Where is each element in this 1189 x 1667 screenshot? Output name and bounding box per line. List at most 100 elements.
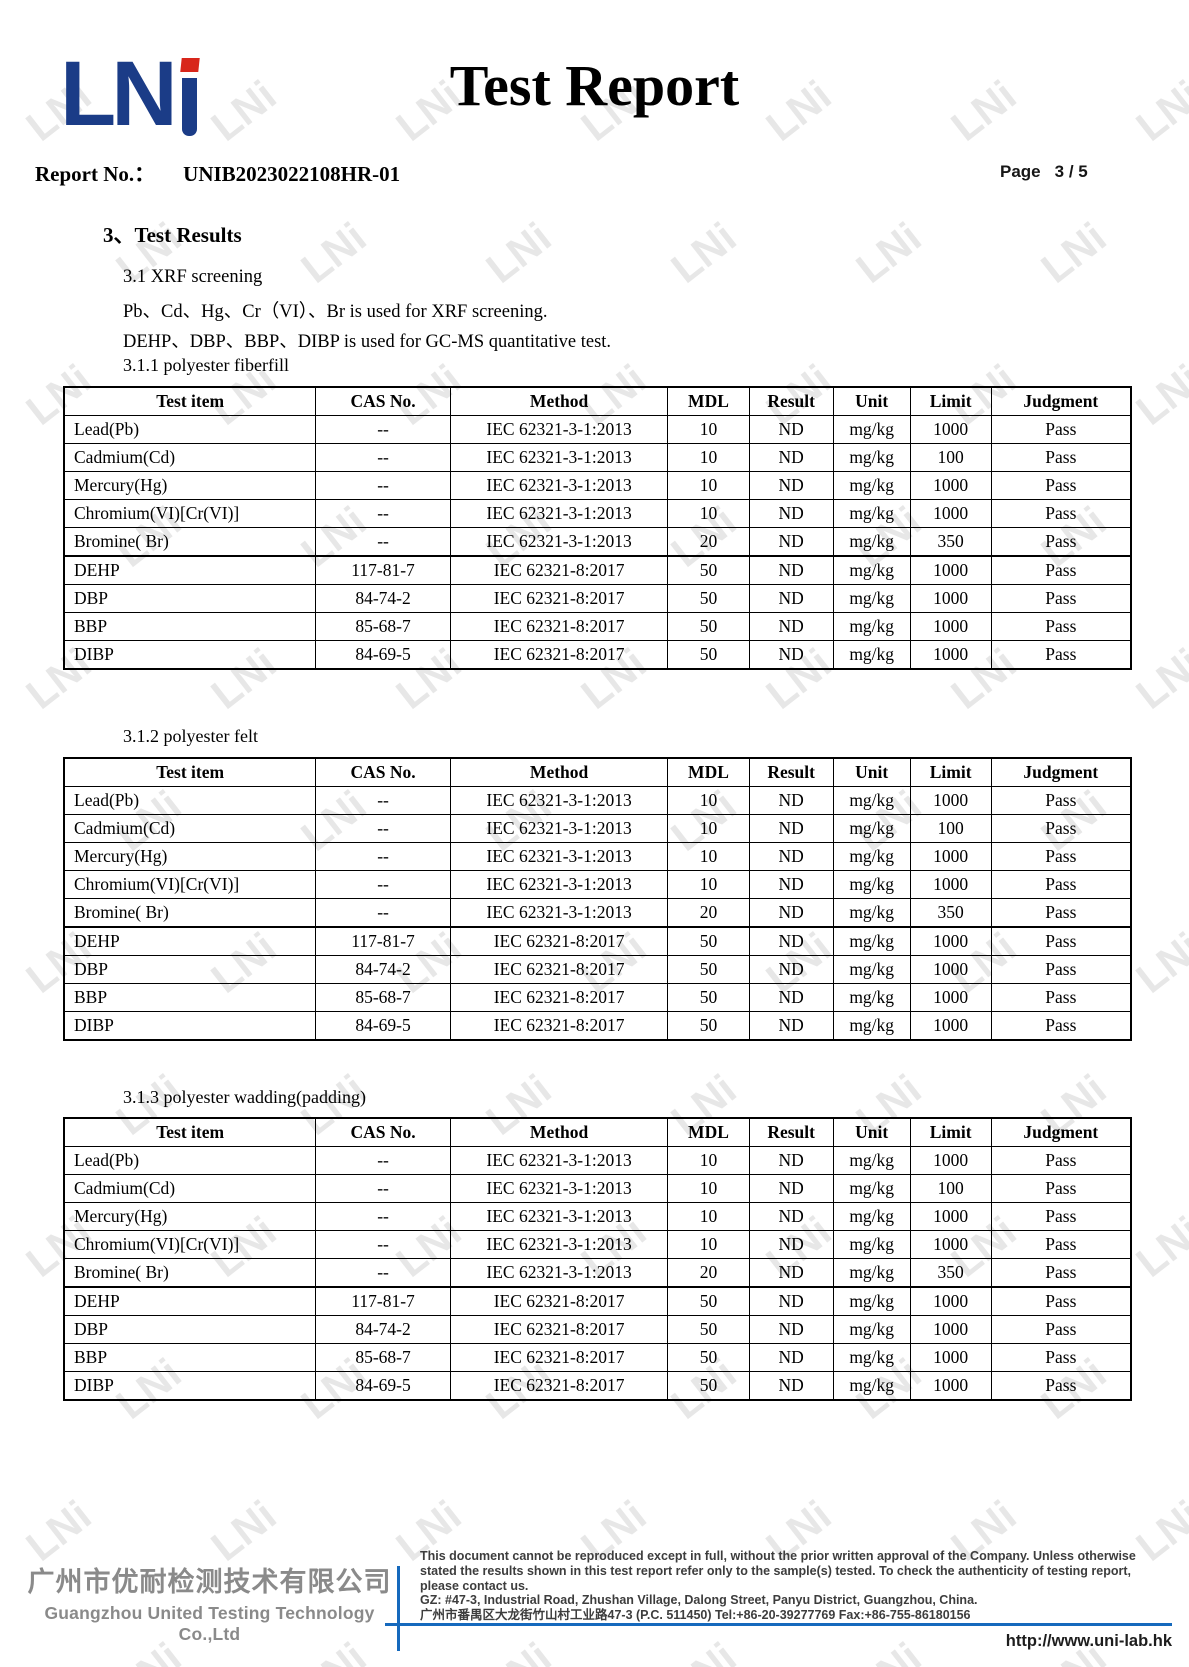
table-row: DIBP 84-69-5 IEC 62321-8:2017 50 ND mg/kg 1000…	[63, 1011, 1132, 1041]
table-cell: 50	[667, 926, 750, 956]
table-cell: 1000	[909, 1371, 992, 1401]
table-cell: --	[315, 415, 451, 444]
table-cell: mg/kg	[832, 499, 911, 528]
watermark-text: LNi	[202, 1491, 285, 1570]
watermark-text: LNi	[1127, 639, 1189, 718]
header-cell: MDL	[667, 386, 750, 416]
header-cell: Result	[748, 757, 834, 787]
table-cell: IEC 62321-8:2017	[449, 1286, 669, 1316]
table-cell: IEC 62321-8:2017	[449, 555, 669, 585]
table-cell: mg/kg	[832, 1202, 911, 1231]
table-caption: 3.1.1 polyester fiberfill	[123, 355, 289, 375]
table-cell: ND	[748, 1315, 834, 1344]
table-cell: 1000	[909, 1011, 992, 1041]
table-cell: Pass	[990, 1258, 1132, 1288]
table-header-row: Test item CAS No. Method MDL Result Unit Limit…	[63, 1117, 1132, 1147]
header-cell: Test item	[63, 757, 317, 787]
table-cell: --	[315, 898, 451, 928]
watermark-text: LNi	[477, 213, 560, 292]
table-cell: IEC 62321-8:2017	[449, 640, 669, 670]
table-cell: ND	[748, 786, 834, 815]
table-row: Bromine( Br) -- IEC 62321-3-1:2013 20 ND mg/k…	[63, 1258, 1132, 1288]
table-cell: 350	[909, 1258, 992, 1288]
table-cell: ND	[748, 1230, 834, 1259]
table-cell: --	[315, 814, 451, 843]
table-cell: IEC 62321-8:2017	[449, 1343, 669, 1372]
table-cell: 350	[909, 898, 992, 928]
table-cell: Pass	[990, 983, 1132, 1012]
footer-address-cn: 广州市番禺区大龙街竹山村工业路47-3 (P.C. 511450) Tel:+8…	[420, 1608, 971, 1623]
report-number-value: UNIB2023022108HR-01	[183, 162, 401, 186]
footer-company-name-cn: 广州市优耐检测技术有限公司	[27, 1567, 392, 1597]
table-cell: --	[315, 870, 451, 899]
table-cell: 1000	[909, 415, 992, 444]
table-cell: Bromine( Br)	[63, 1258, 317, 1288]
footer-company-block: 广州市优耐检测技术有限公司 Guangzhou United Testing T…	[22, 1560, 397, 1645]
table-row: Lead(Pb) -- IEC 62321-3-1:2013 10 ND mg/kg 100…	[63, 786, 1132, 815]
table-cell: ND	[748, 584, 834, 613]
table-cell: IEC 62321-3-1:2013	[449, 898, 669, 928]
header-cell: CAS No.	[315, 386, 451, 416]
table-cell: ND	[748, 1011, 834, 1041]
table-cell: 10	[667, 1230, 750, 1259]
table-cell: Pass	[990, 1174, 1132, 1203]
table-cell: 350	[909, 527, 992, 557]
table-cell: mg/kg	[832, 983, 911, 1012]
table-cell: 100	[909, 443, 992, 472]
table-cell: 84-74-2	[315, 1315, 451, 1344]
section-heading-test-results: 3、Test Results	[103, 223, 242, 247]
company-logo: LN	[60, 48, 200, 140]
table-cell: mg/kg	[832, 898, 911, 928]
gcms-description-line: DEHP、DBP、BBP、DIBP is used for GC-MS quan…	[123, 332, 612, 352]
table-cell: --	[315, 842, 451, 871]
table-cell: Cadmium(Cd)	[63, 443, 317, 472]
table-row: DIBP 84-69-5 IEC 62321-8:2017 50 ND mg/kg 1000…	[63, 1371, 1132, 1401]
table-cell: DBP	[63, 584, 317, 613]
table-row: DEHP 117-81-7 IEC 62321-8:2017 50 ND mg/kg 100…	[63, 555, 1132, 585]
table-cell: 1000	[909, 926, 992, 956]
table-cell: mg/kg	[832, 814, 911, 843]
table-cell: DIBP	[63, 1011, 317, 1041]
table-cell: ND	[748, 870, 834, 899]
table-cell: mg/kg	[832, 584, 911, 613]
results-table: Test item CAS No. Method MDL Result Unit Limit…	[63, 386, 1132, 670]
table-cell: IEC 62321-3-1:2013	[449, 443, 669, 472]
header-cell: Judgment	[990, 386, 1132, 416]
table-cell: IEC 62321-8:2017	[449, 955, 669, 984]
table-cell: 10	[667, 471, 750, 500]
table-cell: 1000	[909, 555, 992, 585]
table-cell: IEC 62321-3-1:2013	[449, 842, 669, 871]
table-cell: 1000	[909, 983, 992, 1012]
table-cell: 84-74-2	[315, 955, 451, 984]
watermark-text: LNi	[1032, 0, 1115, 9]
table-cell: mg/kg	[832, 443, 911, 472]
table-cell: 50	[667, 612, 750, 641]
table-row: Mercury(Hg) -- IEC 62321-3-1:2013 10 ND mg/kg…	[63, 471, 1132, 500]
table-cell: --	[315, 1230, 451, 1259]
table-cell: IEC 62321-3-1:2013	[449, 1202, 669, 1231]
watermark-text: LNi	[292, 213, 375, 292]
table-row: Lead(Pb) -- IEC 62321-3-1:2013 10 ND mg/kg 100…	[63, 415, 1132, 444]
table-cell: IEC 62321-3-1:2013	[449, 471, 669, 500]
table-cell: 50	[667, 640, 750, 670]
watermark-text: LNi	[0, 1065, 5, 1144]
table-cell: 117-81-7	[315, 555, 451, 585]
table-cell: ND	[748, 612, 834, 641]
table-cell: 50	[667, 955, 750, 984]
table-cell: 1000	[909, 955, 992, 984]
table-cell: IEC 62321-8:2017	[449, 983, 669, 1012]
table-cell: 85-68-7	[315, 1343, 451, 1372]
table-cell: mg/kg	[832, 955, 911, 984]
results-table-wrap: Test item CAS No. Method MDL Result Unit Limit…	[63, 386, 1132, 670]
footer-website-url: http://www.uni-lab.hk	[1005, 1632, 1172, 1650]
table-cell: IEC 62321-3-1:2013	[449, 1230, 669, 1259]
table-cell: 1000	[909, 640, 992, 670]
table-cell: 1000	[909, 584, 992, 613]
table-cell: mg/kg	[832, 1371, 911, 1401]
table-cell: Chromium(VI)[Cr(VI)]	[63, 1230, 317, 1259]
table-cell: IEC 62321-3-1:2013	[449, 1174, 669, 1203]
table-cell: BBP	[63, 612, 317, 641]
header-cell: Limit	[909, 386, 992, 416]
watermark-text: LNi	[662, 213, 745, 292]
table-cell: ND	[748, 842, 834, 871]
